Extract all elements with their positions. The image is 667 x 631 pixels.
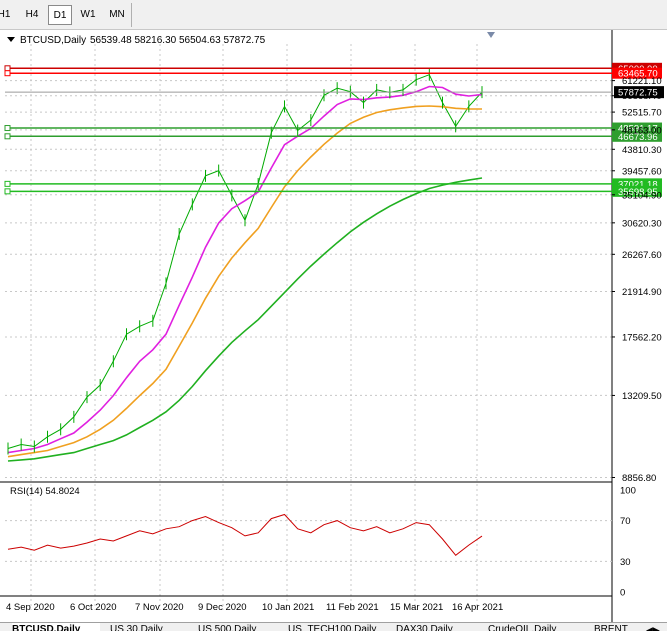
rsi-level-label: 0 — [620, 588, 625, 599]
level-price-label: 46673.96 — [618, 132, 658, 143]
current-price-box — [614, 86, 664, 99]
y-tick-label: 39457.60 — [622, 166, 662, 177]
chart-tabs: BTCUSD,Daily US 30,Daily US 500,Daily US… — [0, 622, 667, 631]
chart-title: BTCUSD,Daily — [20, 35, 86, 46]
x-tick-label: 16 Apr 2021 — [452, 602, 503, 613]
y-tick-label: 17562.20 — [622, 332, 662, 343]
level-handle-icon — [4, 65, 11, 72]
level-price-box — [612, 67, 662, 79]
price-chart[interactable]: 65000.0063465.7048591.1746673.9637021.18… — [0, 30, 667, 622]
level-price-box — [612, 122, 662, 134]
y-tick-label: 26267.60 — [622, 250, 662, 261]
tab-us500[interactable]: US 500,Daily — [198, 624, 257, 631]
level-price-label: 63465.70 — [618, 69, 658, 80]
level-price-box — [612, 130, 662, 142]
timeframe-h1[interactable]: H1 — [0, 9, 11, 20]
level-handle-icon — [4, 133, 11, 140]
tab-dax30[interactable]: DAX30,Daily — [396, 624, 453, 631]
y-tick-label: 52515.70 — [622, 108, 662, 119]
magenta-ma-line — [7, 85, 483, 454]
y-tick-label: 21914.90 — [622, 287, 662, 298]
y-tick-label: 8856.80 — [622, 473, 656, 484]
y-tick-label: 43810.30 — [622, 145, 662, 156]
level-price-box — [612, 178, 662, 190]
timeframe-d1[interactable]: D1 — [48, 5, 72, 25]
toolbar-separator — [131, 3, 132, 27]
x-tick-label: 11 Feb 2021 — [326, 602, 379, 613]
collapse-arrow-icon[interactable] — [7, 37, 15, 42]
level-handle-icon — [4, 180, 11, 187]
orange-ma-line — [7, 105, 482, 458]
level-price-box — [612, 185, 662, 197]
x-tick-label: 9 Dec 2020 — [198, 602, 247, 613]
timeframe-h4[interactable]: H4 — [25, 9, 39, 20]
rsi-level-label: 30 — [620, 557, 631, 568]
timeframe-toolbar: H1 H4 D1 W1 MN — [0, 0, 667, 30]
rsi-level-label: 70 — [620, 516, 631, 527]
level-price-label: 35698.95 — [618, 187, 658, 198]
level-price-label: 37021.18 — [618, 179, 658, 190]
chart-shift-icon[interactable] — [487, 32, 495, 38]
level-handle-icon — [4, 70, 11, 77]
chart-window[interactable]: 65000.0063465.7048591.1746673.9637021.18… — [0, 30, 667, 622]
y-tick-label: 13209.50 — [622, 391, 662, 402]
ohlc-readout: 56539.48 58216.30 56504.63 57872.75 — [90, 35, 266, 46]
level-price-label: 48591.17 — [618, 124, 658, 135]
tabs-scroll-icon[interactable]: ◀▶ — [646, 625, 660, 631]
x-tick-label: 10 Jan 2021 — [262, 602, 314, 613]
y-tick-label: 48163.00 — [622, 125, 662, 136]
level-handle-icon — [4, 125, 11, 132]
x-tick-label: 15 Mar 2021 — [390, 602, 443, 613]
rsi-level-label: 100 — [620, 486, 636, 497]
tab-brent[interactable]: BRENT — [594, 624, 628, 631]
y-tick-label: 61221.10 — [622, 76, 662, 87]
y-tick-label: 35104.90 — [622, 190, 662, 201]
green-ma-line — [7, 177, 483, 462]
tab-btcusd[interactable]: BTCUSD,Daily — [12, 623, 100, 631]
rsi-line — [7, 513, 483, 556]
current-price-label: 57872.75 — [618, 88, 658, 99]
timeframe-w1[interactable]: W1 — [80, 9, 96, 20]
level-handle-icon — [4, 188, 11, 195]
tab-us30[interactable]: US 30,Daily — [110, 624, 163, 631]
timeframe-mn[interactable]: MN — [109, 9, 125, 20]
tab-crudeoil[interactable]: CrudeOIL,Daily — [488, 624, 557, 631]
x-tick-label: 7 Nov 2020 — [135, 602, 184, 613]
price-line — [7, 74, 483, 449]
rsi-label: RSI(14) 54.8024 — [10, 486, 80, 497]
tab-us-tech100[interactable]: US_TECH100,Daily — [288, 624, 377, 631]
x-tick-label: 4 Sep 2020 — [6, 602, 55, 613]
y-tick-label: 30620.30 — [622, 218, 662, 229]
x-tick-label: 6 Oct 2020 — [70, 602, 116, 613]
